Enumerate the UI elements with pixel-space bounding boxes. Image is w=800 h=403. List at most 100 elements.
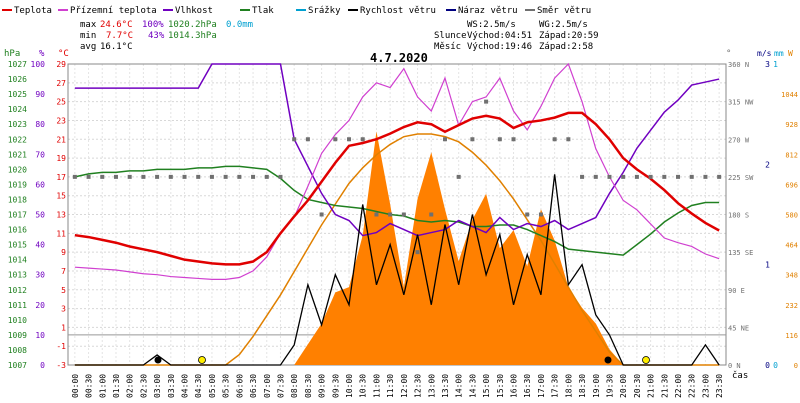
x-tick-label: 11:00 [372, 374, 381, 398]
tick-hpa: 1016 [8, 226, 27, 235]
tick-degrees: 90 E [728, 287, 745, 295]
tick-hpa: 1021 [8, 150, 27, 159]
wind-direction-point [580, 174, 585, 179]
tick-celsius: -1 [56, 342, 66, 351]
wind-direction-point [648, 174, 653, 179]
wind-direction-point [429, 212, 434, 217]
wind-direction-point [155, 174, 160, 179]
tick-hpa: 1011 [8, 301, 27, 310]
x-tick-label: 15:00 [482, 374, 491, 398]
x-tick-label: 01:30 [112, 374, 121, 398]
x-tick-label: 10:00 [345, 374, 354, 398]
legend-item-prizemni-teplota: Přízemní teplota [58, 6, 157, 16]
stat-max-rain: 0.0mm [226, 20, 253, 30]
x-tick-label: 05:30 [222, 374, 231, 398]
tick-percent: 20 [35, 301, 45, 310]
legend-label: Náraz větru [458, 6, 518, 16]
x-tick-label: 13:00 [427, 374, 436, 398]
x-tick-label: 22:30 [688, 374, 697, 398]
tick-hpa: 1027 [8, 60, 27, 69]
tick-degrees: 135 SE [728, 249, 753, 257]
wind-direction-point [86, 174, 91, 179]
legend-label: Přízemní teplota [70, 6, 157, 16]
x-tick-label: 17:30 [551, 374, 560, 398]
stat-avg-temp: 16.1°C [100, 42, 133, 52]
tick-percent: 100 [31, 60, 46, 69]
x-tick-label: 21:00 [647, 374, 656, 398]
tick-wm2: 464 [785, 242, 798, 250]
tick-degrees: 45 NE [728, 324, 749, 332]
wind-direction-point [292, 137, 297, 142]
x-tick-label: 03:30 [167, 374, 176, 398]
wind-direction-point [634, 174, 639, 179]
solar-area [74, 131, 720, 366]
moon-label: Měsíc [434, 42, 461, 52]
x-tick-label: 14:30 [468, 374, 477, 398]
legend-label: Rychlost větru [360, 6, 436, 16]
x-tick-label: 01:00 [98, 374, 107, 398]
x-tick-label: 02:30 [139, 374, 148, 398]
wind-direction-point [401, 212, 406, 217]
x-tick-label: 17:00 [537, 374, 546, 398]
wind-direction-point [593, 174, 598, 179]
tick-hpa: 1013 [8, 271, 27, 280]
legend-item-vlhkost: Vlhkost [163, 6, 213, 16]
tick-celsius: 29 [56, 60, 66, 69]
tick-degrees: 180 S [728, 212, 749, 220]
tick-percent: 70 [35, 150, 45, 159]
stat-min-label: min [80, 31, 96, 41]
axis-label-ms: m/s [757, 49, 772, 58]
stat-min-hum: 43% [148, 31, 165, 41]
x-tick-label: 02:00 [126, 374, 135, 398]
axis-label-wm2: W [788, 49, 793, 58]
sun-label: Slunce [434, 31, 467, 41]
wind-gust-stat: WG:2.5m/s [539, 20, 588, 30]
wind-direction-point [72, 174, 77, 179]
tick-celsius: 1 [61, 323, 66, 332]
tick-percent: 90 [35, 90, 45, 99]
x-tick-label: 12:30 [414, 374, 423, 398]
x-tick-label: 09:00 [318, 374, 327, 398]
moon-set: Západ:2:58 [539, 42, 593, 52]
x-tick-label: 10:30 [359, 374, 368, 398]
legend-item-tlak: Tlak [240, 6, 274, 16]
tick-celsius: 25 [56, 98, 66, 107]
wind-direction-point [319, 212, 324, 217]
wind-direction-point [538, 212, 543, 217]
x-tick-label: 09:30 [331, 374, 340, 398]
stat-max-hum: 100% [142, 20, 164, 30]
x-tick-label: 21:30 [660, 374, 669, 398]
x-tick-label: 06:30 [249, 374, 258, 398]
wind-direction-point [388, 212, 393, 217]
x-tick-label: 19:00 [592, 374, 601, 398]
legend-item-rychlost-vetru: Rychlost větru [348, 6, 436, 16]
x-tick-label: 04:30 [194, 374, 203, 398]
stat-min-temp: 7.7°C [106, 31, 133, 41]
tick-degrees: 315 NW [728, 99, 754, 107]
wind-direction-point [196, 174, 201, 179]
tick-hpa: 1014 [8, 256, 27, 265]
tick-hpa: 1025 [8, 90, 27, 99]
series-lines [74, 62, 720, 366]
tick-degrees: 270 W [728, 136, 750, 144]
tick-degrees: 225 SW [728, 174, 754, 182]
x-tick-label: 16:30 [523, 374, 532, 398]
x-tick-label: 00:00 [71, 374, 80, 398]
axis-label-time: čas [732, 370, 748, 381]
x-tick-label: 04:00 [181, 374, 190, 398]
wind-direction-point [511, 137, 516, 142]
wind-direction-point [497, 137, 502, 142]
wind-direction-point [264, 174, 269, 179]
moon-set-marker [154, 356, 162, 364]
tick-celsius: 11 [56, 229, 66, 238]
wind-direction-point [607, 174, 612, 179]
tick-mm: 1 [773, 60, 778, 69]
tick-celsius: 15 [56, 192, 66, 201]
tick-hpa: 1008 [8, 346, 27, 355]
wind-direction-point [374, 212, 379, 217]
humidity-line [74, 63, 720, 237]
tick-percent: 30 [35, 271, 45, 280]
wind-direction-point [621, 174, 626, 179]
stats-block: max 24.6°C 100% 1020.2hPa 0.0mm min 7.7°… [80, 20, 253, 52]
legend-label: Srážky [308, 6, 341, 16]
